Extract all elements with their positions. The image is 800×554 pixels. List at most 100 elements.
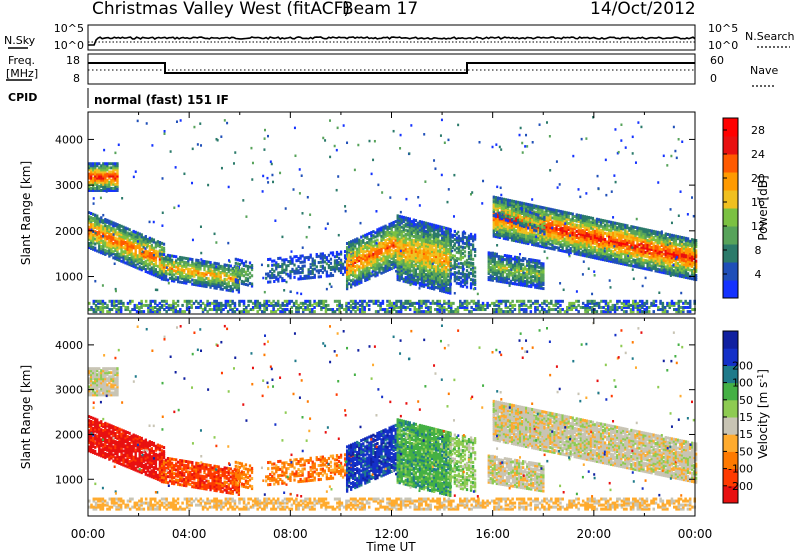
- power-cell: [404, 278, 407, 282]
- power-cell: [536, 279, 539, 283]
- power-cell: [541, 245, 544, 249]
- power-cell: [537, 236, 540, 240]
- power-cell: [441, 271, 444, 275]
- power-cell: [222, 303, 225, 307]
- power-cell: [96, 180, 99, 184]
- power-cell: [465, 305, 469, 309]
- power-cell: [429, 308, 432, 312]
- power-cell: [402, 267, 405, 271]
- power-cell: [539, 240, 542, 244]
- power-cell: [524, 284, 527, 288]
- power-cell: [130, 243, 133, 247]
- power-cell: [567, 217, 570, 221]
- power-cell: [116, 188, 119, 192]
- power-cell: [508, 231, 512, 235]
- power-cell: [219, 271, 222, 275]
- power-cell: [492, 228, 495, 232]
- power-cell: [540, 272, 543, 276]
- power-cell: [571, 243, 574, 247]
- power-cell: [499, 265, 503, 269]
- power-cell: [501, 255, 505, 259]
- power-cell: [563, 310, 567, 314]
- power-cell: [96, 188, 99, 192]
- power-cell: [571, 245, 574, 249]
- power-cell: [420, 261, 424, 265]
- power-cell: [506, 221, 510, 225]
- power-cell: [354, 283, 357, 287]
- power-cell: [100, 240, 103, 244]
- power-cell: [354, 275, 357, 279]
- power-cell: [96, 233, 99, 237]
- power-cell: [366, 265, 369, 269]
- power-cell: [384, 226, 387, 230]
- power-cell: [531, 301, 535, 305]
- power-cell: [422, 245, 426, 249]
- power-cell: [663, 310, 667, 314]
- power-cell: [520, 228, 524, 232]
- power-cell: [575, 308, 578, 312]
- power-cell: [374, 264, 377, 268]
- power-cell: [236, 272, 240, 276]
- power-cell: [534, 261, 537, 265]
- power-cell: [187, 267, 190, 271]
- power-cell: [498, 233, 502, 237]
- power-cell: [424, 301, 428, 305]
- power-cell: [565, 213, 568, 217]
- power-cell: [223, 269, 226, 273]
- power-cell: [471, 245, 475, 249]
- power-cell: [213, 267, 216, 271]
- power-cell: [100, 216, 103, 220]
- power-cell: [593, 310, 596, 314]
- power-cell: [527, 205, 530, 209]
- power-cell: [376, 228, 379, 232]
- power-cell: [437, 241, 440, 245]
- power-cell: [335, 255, 339, 259]
- power-cell: [569, 226, 572, 230]
- power-cell: [428, 272, 432, 276]
- power-cell: [428, 282, 432, 286]
- power-cell: [430, 225, 434, 229]
- power-cell: [148, 257, 151, 261]
- power-cell: [661, 301, 665, 305]
- power-cell: [234, 270, 237, 274]
- power-cell: [531, 210, 534, 214]
- power-cell: [197, 267, 200, 271]
- power-cell: [573, 247, 576, 251]
- power-cell: [130, 259, 133, 263]
- power-cell: [140, 255, 143, 259]
- power-cell: [124, 245, 127, 249]
- power-cell: [516, 213, 520, 217]
- power-cell: [449, 301, 453, 305]
- power-cell: [426, 261, 430, 265]
- power-cell: [126, 231, 129, 235]
- power-cell: [88, 180, 91, 184]
- power-cell: [520, 230, 524, 234]
- power-cell: [559, 224, 562, 228]
- power-cell: [570, 301, 574, 305]
- power-cell: [400, 242, 403, 246]
- power-cell: [496, 217, 500, 221]
- power-cell: [432, 271, 436, 275]
- power-cell: [463, 301, 467, 305]
- power-cell: [191, 264, 194, 268]
- power-cell: [392, 220, 395, 224]
- power-cell: [408, 221, 411, 225]
- power-cell: [368, 268, 371, 272]
- power-cell: [568, 308, 571, 312]
- power-cell: [138, 267, 141, 271]
- power-cell: [265, 303, 269, 307]
- power-cell: [142, 238, 145, 242]
- power-cell: [522, 281, 525, 285]
- power-cell: [497, 269, 501, 273]
- power-cell: [519, 266, 523, 270]
- power-cell: [347, 282, 351, 286]
- power-cell: [306, 308, 310, 312]
- power-cell: [315, 255, 318, 259]
- power-cell: [112, 186, 115, 190]
- power-cell: [471, 257, 475, 261]
- power-cell: [199, 277, 202, 281]
- power-cell: [352, 268, 355, 272]
- power-cell: [281, 301, 284, 305]
- power-cell: [378, 270, 381, 274]
